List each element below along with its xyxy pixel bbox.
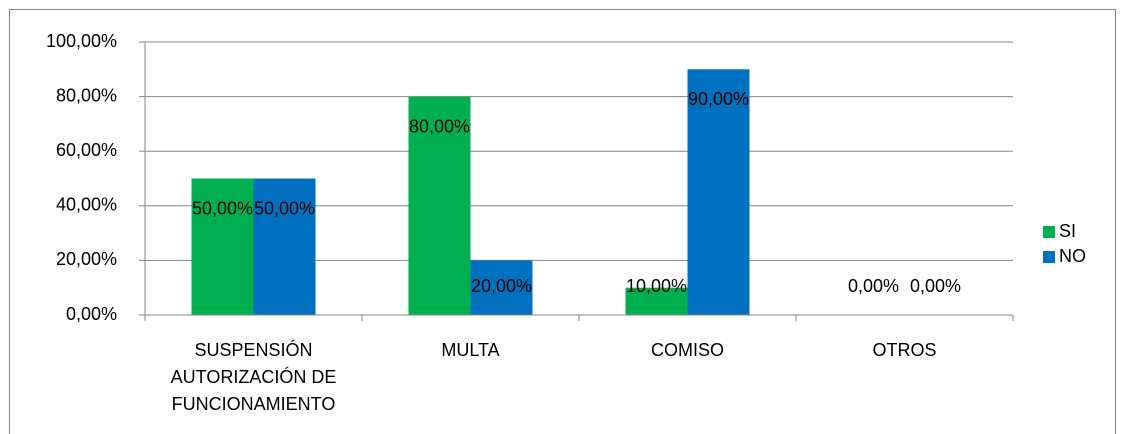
data-label: 10,00% [626, 276, 687, 296]
x-tick-label: SUSPENSIÓN AUTORIZACIÓN DE FUNCIONAMIENT… [170, 340, 337, 414]
y-tick-label: 40,00% [56, 195, 117, 215]
bar [470, 260, 533, 315]
data-label: 0,00% [848, 276, 899, 296]
bar [191, 178, 254, 315]
y-tick-label: 100,00% [46, 31, 117, 51]
legend-label: NO [1059, 246, 1086, 266]
data-label: 50,00% [254, 198, 315, 218]
bar [253, 178, 316, 315]
y-tick-label: 0,00% [66, 304, 117, 324]
chart-border [9, 9, 1116, 434]
data-label: 0,00% [910, 276, 961, 296]
x-tick-label: COMISO [650, 340, 724, 360]
data-label: 50,00% [192, 198, 253, 218]
y-tick-label: 60,00% [56, 140, 117, 160]
y-tick-label: 80,00% [56, 85, 117, 105]
legend-swatch [1043, 226, 1055, 238]
bar [625, 287, 688, 315]
y-tick-label: 20,00% [56, 249, 117, 269]
bar [408, 96, 471, 315]
x-tick-label: MULTA [441, 340, 500, 360]
legend-swatch [1043, 251, 1055, 263]
bar [687, 69, 750, 315]
legend-label: SI [1059, 221, 1076, 241]
x-tick-label: OTROS [872, 340, 937, 360]
data-label: 90,00% [688, 89, 749, 109]
data-label: 20,00% [471, 276, 532, 296]
data-label: 80,00% [409, 116, 470, 136]
